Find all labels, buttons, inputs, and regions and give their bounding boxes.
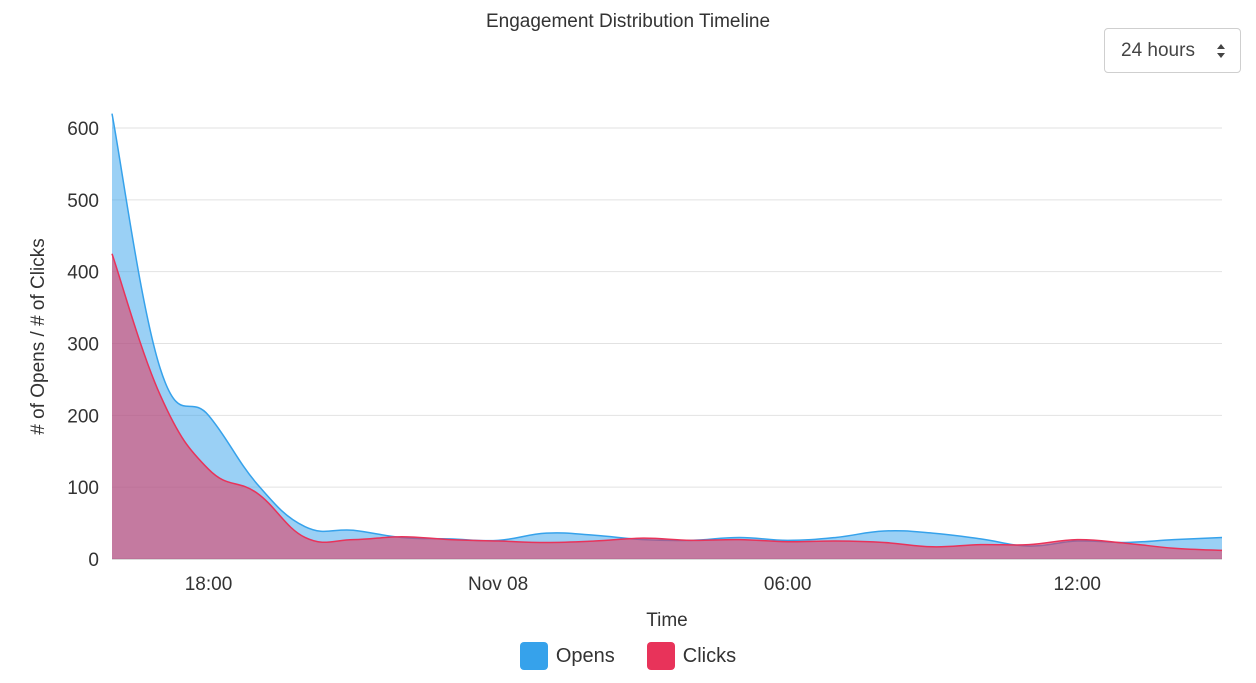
y-tick-label: 0 — [88, 550, 99, 571]
x-tick-label: Nov 08 — [468, 574, 528, 595]
line-clicks — [111, 253, 1223, 552]
x-tick-label: 06:00 — [764, 574, 812, 595]
y-axis-title: # of Opens / # of Clicks — [28, 238, 49, 434]
chart-title: Engagement Distribution Timeline — [485, 11, 771, 32]
y-tick-label: 600 — [67, 119, 99, 140]
engagement-chart: 0 100 200 300 400 500 600 18:00 Nov 08 06:00 12:00… — [28, 113, 1223, 631]
legend-item-clicks[interactable]: Clicks — [646, 642, 737, 670]
sort-arrows-icon — [1217, 44, 1225, 58]
y-tick-label: 300 — [67, 335, 99, 356]
chart-legend: Opens Clicks — [0, 642, 1256, 670]
y-tick-label: 500 — [67, 191, 99, 212]
x-tick-label: 18:00 — [185, 574, 233, 595]
legend-label-clicks: Clicks — [682, 644, 737, 667]
legend-label-opens: Opens — [555, 644, 615, 667]
legend-item-opens[interactable]: Opens — [519, 642, 615, 670]
y-tick-label: 400 — [67, 263, 99, 284]
time-range-select[interactable]: 24 hours — [1104, 28, 1241, 73]
x-axis-title: Time — [646, 610, 688, 631]
y-tick-label: 100 — [67, 478, 99, 499]
time-range-value: 24 hours — [1121, 39, 1195, 61]
x-tick-label: 12:00 — [1053, 574, 1101, 595]
line-opens — [111, 113, 1223, 547]
y-tick-label: 200 — [67, 406, 99, 427]
area-opens — [112, 113, 1222, 559]
legend-swatch-opens — [519, 642, 548, 670]
area-clicks — [112, 253, 1222, 560]
legend-swatch-clicks — [646, 642, 675, 670]
